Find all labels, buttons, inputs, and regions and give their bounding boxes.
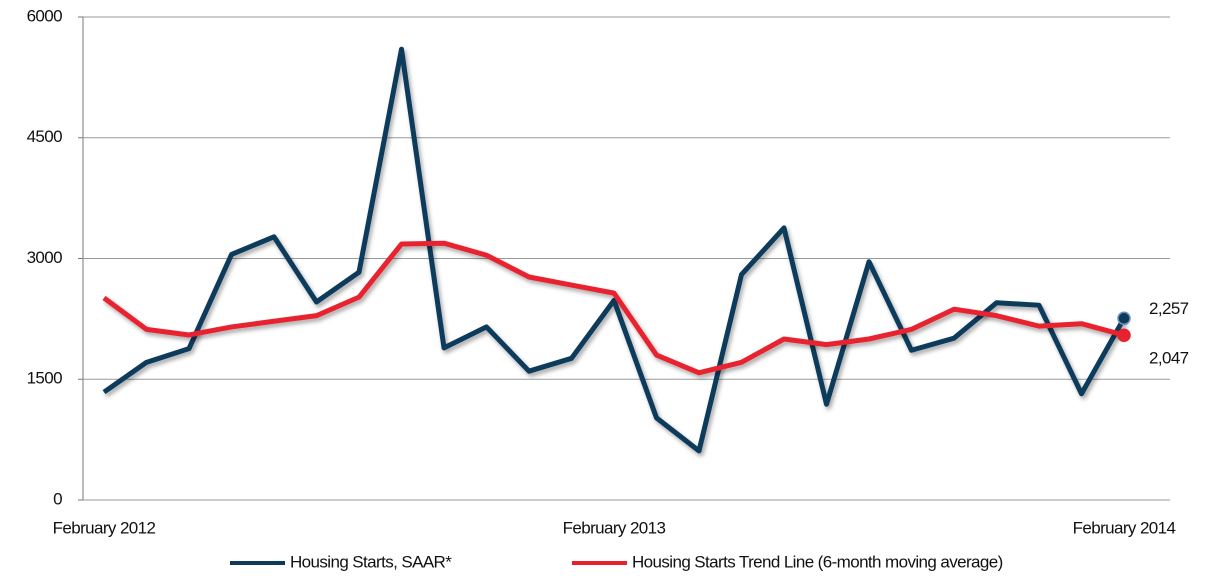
end-marker [1117, 311, 1131, 326]
y-tick-label: 6000 [27, 6, 63, 25]
x-tick-label: February 2014 [1073, 518, 1176, 537]
series-line [102, 46, 1127, 454]
series-line [102, 240, 1125, 376]
x-tick-label: February 2012 [53, 518, 156, 537]
legend-label: Housing Starts, SAAR* [290, 552, 452, 571]
value-label: 2,257 [1149, 299, 1189, 318]
x-tick-label: February 2013 [563, 518, 666, 537]
value-label: 2,047 [1149, 349, 1189, 368]
y-tick-label: 1500 [27, 369, 63, 388]
legend-label: Housing Starts Trend Line (6-month movin… [632, 552, 1003, 571]
y-tick-label: 0 [53, 489, 62, 508]
y-tick-label: 3000 [27, 248, 63, 267]
y-tick-label: 4500 [27, 127, 63, 146]
end-marker [1117, 328, 1131, 342]
